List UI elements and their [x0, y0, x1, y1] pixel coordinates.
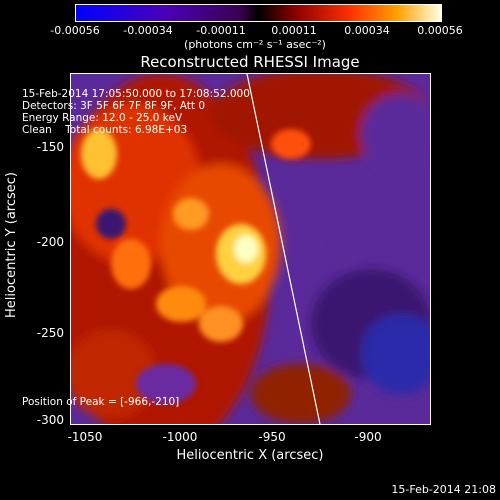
info-time-range: 15-Feb-2014 17:05:50.000 to 17:08:52.000 [22, 88, 250, 100]
y-tick-label: -200 [36, 235, 64, 249]
colorbar [75, 4, 442, 22]
y-tick-label: -300 [36, 413, 64, 427]
render-timestamp: 15-Feb-2014 21:08 [391, 483, 496, 496]
y-tick-label: -150 [36, 140, 64, 154]
y-axis-label: Heliocentric Y (arcsec) [4, 172, 19, 318]
info-clean-counts: Clean Total counts: 6.98E+03 [22, 124, 188, 136]
colorbar-tick-label: -0.00034 [123, 24, 173, 37]
image-title: Reconstructed RHESSI Image [140, 53, 360, 71]
y-tick-label: -250 [36, 326, 64, 340]
colorbar-tick-label: 0.00056 [417, 24, 463, 37]
colorbar-tick-label: -0.00056 [50, 24, 100, 37]
x-tick-label: -1000 [162, 430, 198, 444]
colorbar-tick-label: -0.00011 [196, 24, 246, 37]
x-tick-label: -900 [354, 430, 382, 444]
info-peak-position: Position of Peak = [-966,-210] [22, 396, 180, 408]
info-detectors: Detectors: 3F 5F 6F 7F 8F 9F, Att 0 [22, 100, 206, 112]
x-tick-label: -950 [258, 430, 286, 444]
colorbar-units: (photons cm⁻² s⁻¹ asec⁻²) [184, 38, 326, 51]
colorbar-tick-label: 0.00011 [271, 24, 317, 37]
x-tick-label: -1050 [67, 430, 103, 444]
colorbar-tick-label: 0.00034 [344, 24, 390, 37]
x-axis-label: Heliocentric X (arcsec) [176, 448, 324, 463]
info-energy-range: Energy Range: 12.0 - 25.0 keV [22, 112, 183, 124]
rhessi-image [70, 73, 431, 425]
